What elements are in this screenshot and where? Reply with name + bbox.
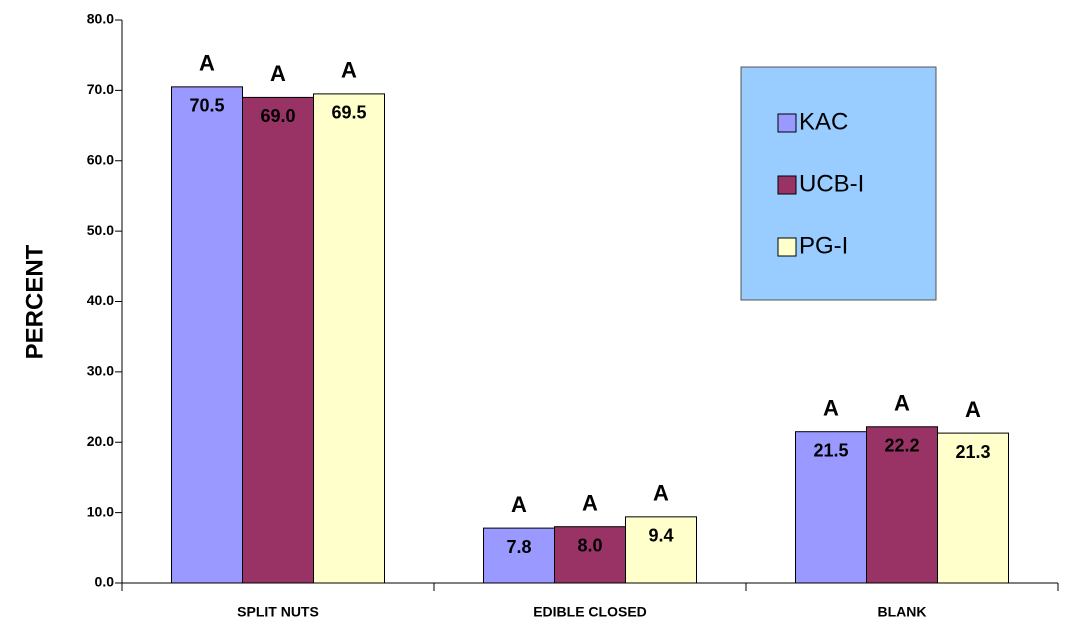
bar [866,426,938,584]
bar [625,516,697,584]
value-label: 69.0 [260,106,295,126]
annotation: A [965,397,981,422]
value-label: 21.3 [955,442,990,462]
x-tick-label: EDIBLE CLOSED [533,604,647,620]
y-tick-label: 10.0 [87,503,114,519]
bar [242,96,314,584]
legend-swatch [777,113,797,133]
annotation: A [511,492,527,517]
legend-label: UCB-I [799,170,864,197]
legend [740,66,937,301]
y-tick-label: 20.0 [87,433,114,449]
x-tick-label: BLANK [878,604,927,620]
bar [313,93,385,584]
value-label: 9.4 [648,526,673,546]
annotation: A [270,61,286,86]
y-tick-label: 60.0 [87,151,114,167]
legend-swatch [777,237,797,257]
annotation: A [341,58,357,83]
annotation: A [894,391,910,416]
legend-label: PG-I [799,232,848,259]
y-tick-label: 70.0 [87,81,114,97]
bar [171,86,243,584]
annotation: A [199,51,215,76]
value-label: 70.5 [189,96,224,116]
x-tick-label: SPLIT NUTS [237,604,319,620]
value-label: 7.8 [506,537,531,557]
annotation: A [823,396,839,421]
value-label: 21.5 [813,440,848,460]
y-tick-label: 30.0 [87,363,114,379]
y-tick-label: 0.0 [95,574,115,590]
y-tick-label: 80.0 [87,11,114,27]
legend-swatch [777,175,797,195]
legend-label: KAC [799,108,848,135]
y-tick-label: 40.0 [87,292,114,308]
value-label: 22.2 [884,436,919,456]
annotation: A [653,481,669,506]
value-label: 8.0 [577,535,602,555]
y-tick-label: 50.0 [87,222,114,238]
value-label: 69.5 [331,103,366,123]
y-axis-label: PERCENT [21,244,48,359]
annotation: A [582,491,598,516]
